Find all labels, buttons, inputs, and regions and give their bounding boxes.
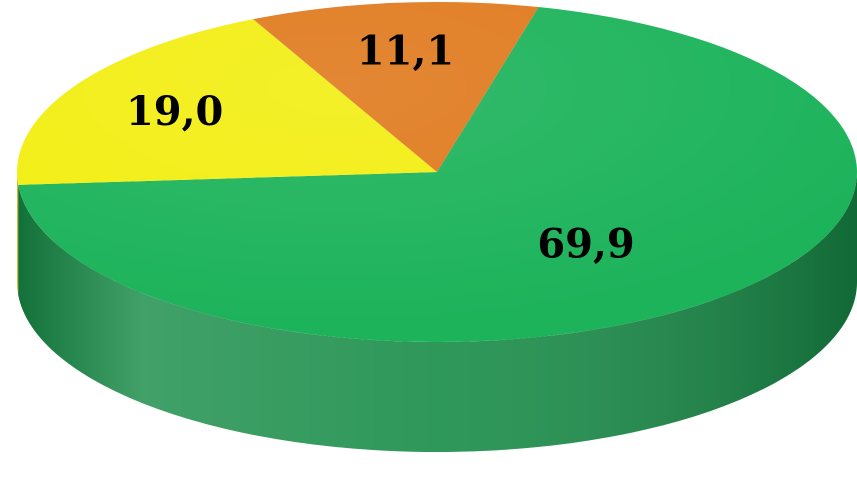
pie-label-0: 69,9: [537, 220, 634, 267]
pie-label-2: 11,1: [357, 27, 454, 74]
pie-side-shade-0: [18, 172, 857, 453]
pie-label-1: 19,0: [126, 88, 223, 135]
pie-side-shade-1: [17, 172, 19, 295]
pie-labels: 69,9 19,0 11,1: [126, 27, 635, 267]
